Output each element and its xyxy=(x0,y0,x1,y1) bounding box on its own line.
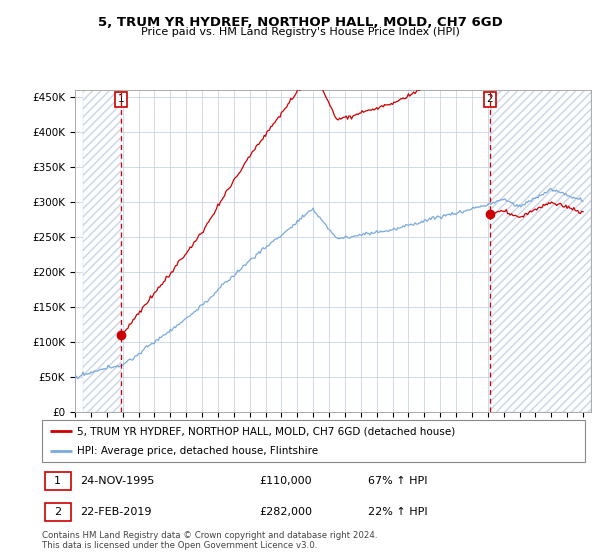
Text: 22% ↑ HPI: 22% ↑ HPI xyxy=(368,507,427,517)
Text: 1: 1 xyxy=(54,476,61,486)
Text: 2: 2 xyxy=(487,94,493,104)
FancyBboxPatch shape xyxy=(45,503,71,521)
Text: 22-FEB-2019: 22-FEB-2019 xyxy=(80,507,152,517)
Bar xyxy=(83,90,121,412)
Text: Contains HM Land Registry data © Crown copyright and database right 2024.
This d: Contains HM Land Registry data © Crown c… xyxy=(42,531,377,550)
Text: 67% ↑ HPI: 67% ↑ HPI xyxy=(368,476,427,486)
Text: £282,000: £282,000 xyxy=(259,507,312,517)
Text: £110,000: £110,000 xyxy=(259,476,312,486)
Text: 5, TRUM YR HYDREF, NORTHOP HALL, MOLD, CH7 6GD (detached house): 5, TRUM YR HYDREF, NORTHOP HALL, MOLD, C… xyxy=(77,426,455,436)
Text: Price paid vs. HM Land Registry's House Price Index (HPI): Price paid vs. HM Land Registry's House … xyxy=(140,27,460,37)
Text: 1: 1 xyxy=(118,94,124,104)
FancyBboxPatch shape xyxy=(45,472,71,490)
Text: 5, TRUM YR HYDREF, NORTHOP HALL, MOLD, CH7 6GD: 5, TRUM YR HYDREF, NORTHOP HALL, MOLD, C… xyxy=(98,16,502,29)
Text: 24-NOV-1995: 24-NOV-1995 xyxy=(80,476,154,486)
Text: HPI: Average price, detached house, Flintshire: HPI: Average price, detached house, Flin… xyxy=(77,446,319,456)
Bar xyxy=(490,90,591,412)
Text: 2: 2 xyxy=(54,507,61,517)
